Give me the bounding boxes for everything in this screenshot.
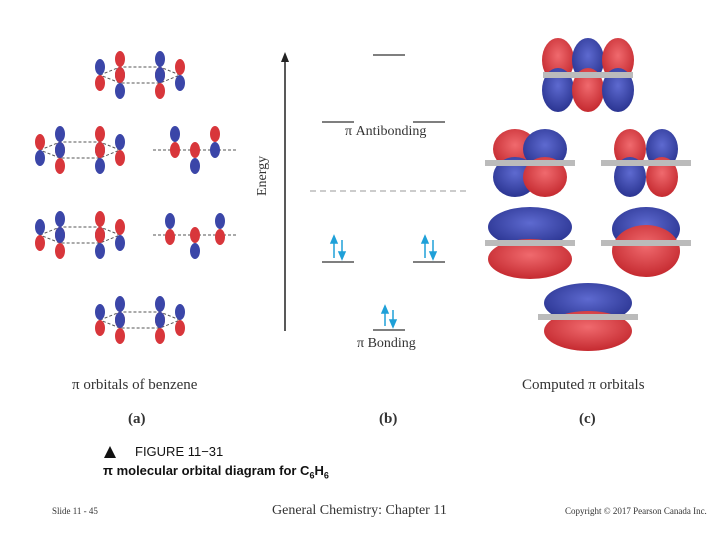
copyright-notice: Copyright © 2017 Pearson Canada Inc.	[565, 506, 707, 516]
figure-title-h: H	[314, 463, 324, 478]
computed-orbital-6	[542, 38, 634, 112]
energy-axis-arrowhead	[281, 52, 289, 62]
figure-title-sub2: 6	[323, 470, 329, 481]
orbital-drawing-4	[35, 126, 125, 174]
bonding-label: π Bonding	[357, 336, 416, 351]
orbital-drawing-2	[35, 211, 125, 259]
benzene-pi-orbital-drawings	[35, 51, 237, 344]
triangle-marker-icon	[103, 445, 117, 459]
panel-a-caption: π orbitals of benzene	[72, 377, 198, 393]
figure-title-sub1: 6	[309, 470, 315, 481]
computed-orbital-1	[538, 283, 638, 351]
panel-b-label: (b)	[379, 411, 398, 427]
orbital-drawing-6	[95, 51, 185, 99]
electron-pair-left	[329, 234, 347, 261]
computed-orbital-renderings	[485, 38, 691, 351]
figure-number: FIGURE 11−31	[135, 444, 224, 459]
computed-orbital-3	[601, 207, 691, 277]
computed-orbital-2	[485, 207, 575, 279]
panel-c-caption: Computed π orbitals	[522, 377, 645, 393]
panel-a-label: (a)	[128, 411, 146, 427]
orbital-drawing-1	[95, 296, 185, 344]
figure-title-text: π molecular orbital diagram for C	[103, 463, 310, 478]
figure-title: π molecular orbital diagram for C6H6	[103, 463, 329, 481]
computed-orbital-4	[485, 129, 575, 197]
electron-pair-right	[420, 234, 438, 261]
energy-axis-label: Energy	[255, 155, 270, 196]
slide-number: Slide 11 - 45	[52, 506, 98, 516]
computed-orbital-5	[601, 129, 691, 197]
orbital-drawing-5	[153, 126, 237, 174]
antibonding-label: π Antibonding	[345, 124, 427, 139]
panel-c-label: (c)	[579, 411, 596, 427]
orbital-drawing-3	[153, 213, 237, 259]
course-title: General Chemistry: Chapter 11	[272, 503, 447, 518]
electron-pair-bottom	[380, 304, 398, 329]
energy-level-diagram	[281, 52, 470, 331]
